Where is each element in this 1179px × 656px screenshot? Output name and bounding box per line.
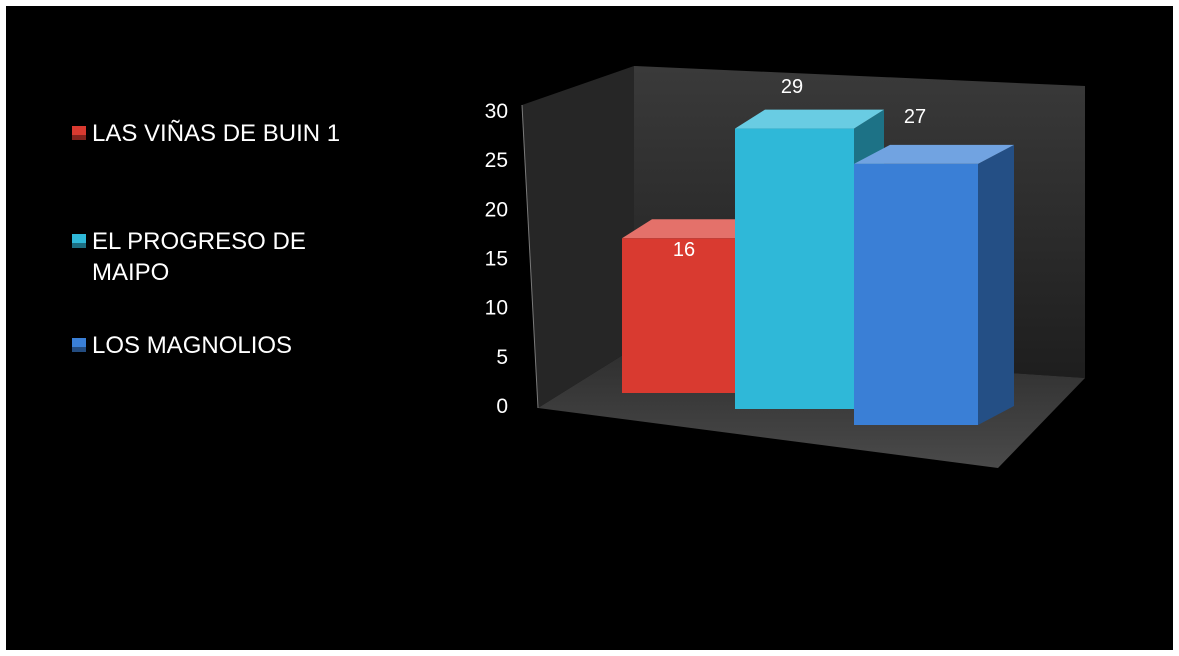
data-label: 29 — [781, 76, 803, 98]
y-axis: 0 5 10 15 20 25 30 — [485, 100, 508, 418]
y-tick-label: 5 — [496, 346, 508, 369]
legend-item-el-progreso: EL PROGRESO DE MAIPO — [72, 226, 352, 288]
y-tick-label: 25 — [485, 149, 508, 172]
data-labels: 16 29 27 — [673, 76, 926, 261]
bar-top — [735, 109, 884, 129]
legend-item-los-magnolios: LOS MAGNOLIOS — [72, 330, 352, 361]
bar-top — [622, 219, 765, 239]
bars — [622, 109, 1014, 425]
bar-top — [854, 144, 1014, 164]
legend-item-las-vinas: LAS VIÑAS DE BUIN 1 — [72, 118, 352, 149]
legend-label: LAS VIÑAS DE BUIN 1 — [92, 120, 341, 147]
y-tick-label: 0 — [496, 395, 508, 418]
bar-front — [854, 163, 978, 425]
y-tick-label: 15 — [485, 248, 508, 271]
y-tick-label: 20 — [485, 198, 508, 221]
side-wall — [522, 66, 634, 408]
legend-swatch-blue — [72, 338, 86, 352]
legend-swatch-cyan — [72, 234, 86, 248]
y-axis-line — [521, 104, 539, 409]
y-tick-label: 10 — [485, 297, 508, 320]
data-label: 27 — [904, 106, 926, 128]
bar — [854, 144, 1014, 425]
bar-front — [735, 128, 854, 409]
bar-front — [622, 238, 735, 393]
data-label: 16 — [673, 239, 695, 261]
legend-swatch-red — [72, 126, 86, 140]
legend-label: LOS MAGNOLIOS — [92, 332, 293, 359]
y-tick-label: 30 — [485, 100, 508, 123]
bar-side — [978, 144, 1014, 425]
legend-label: EL PROGRESO DE MAIPO — [92, 228, 306, 286]
